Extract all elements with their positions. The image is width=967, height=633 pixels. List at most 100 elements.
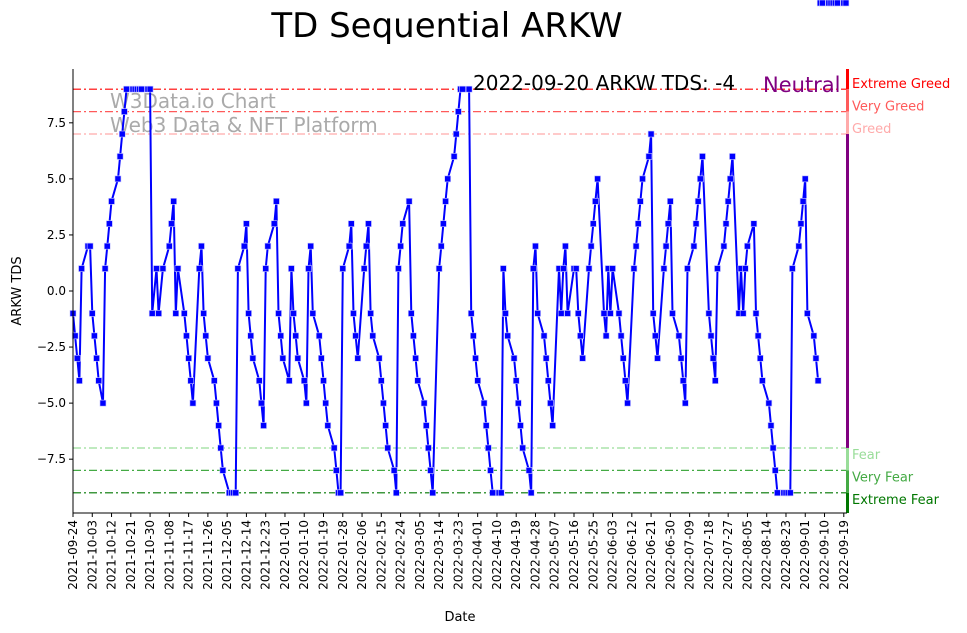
x-tick-label: 2022-06-21 xyxy=(644,520,658,590)
data-point xyxy=(234,265,242,272)
data-point xyxy=(245,310,252,317)
data-point xyxy=(255,377,263,384)
data-point xyxy=(215,422,222,429)
data-point xyxy=(393,489,400,497)
data-point xyxy=(600,310,608,317)
data-point xyxy=(617,332,625,340)
data-point xyxy=(609,265,616,272)
data-point xyxy=(73,354,81,362)
data-point xyxy=(474,377,481,384)
data-point xyxy=(95,377,102,384)
data-point xyxy=(380,399,387,407)
data-point xyxy=(118,130,126,138)
x-tick-label: 2021-12-05 xyxy=(220,520,234,590)
data-point xyxy=(547,399,554,407)
data-point xyxy=(363,242,370,250)
data-point xyxy=(437,242,445,250)
data-point xyxy=(519,444,526,452)
level-label-fear: Fear xyxy=(852,448,881,463)
data-point xyxy=(420,399,428,407)
data-point xyxy=(78,265,85,272)
x-tick-label: 2021-12-23 xyxy=(259,520,273,590)
data-point xyxy=(564,310,571,317)
x-tick-label: 2022-03-14 xyxy=(432,520,446,590)
x-tick-label: 2022-07-09 xyxy=(683,520,697,590)
y-tick-label: 7.5 xyxy=(47,116,66,130)
data-point xyxy=(517,422,524,429)
data-point xyxy=(333,467,340,474)
x-tick-label: 2022-03-05 xyxy=(413,520,427,590)
data-point xyxy=(789,265,796,272)
data-point xyxy=(619,354,627,362)
data-point xyxy=(196,265,203,272)
sentiment-bar-segment xyxy=(846,111,849,135)
data-point xyxy=(684,265,691,272)
data-point xyxy=(395,265,402,272)
sentiment-bar-segment xyxy=(846,470,849,493)
data-point xyxy=(247,332,255,340)
data-point xyxy=(189,399,197,407)
data-point xyxy=(645,153,653,160)
data-point xyxy=(675,332,683,340)
data-point xyxy=(322,399,329,407)
data-point xyxy=(76,377,83,384)
data-point xyxy=(204,354,212,362)
data-point xyxy=(155,310,162,317)
data-point xyxy=(669,310,676,317)
data-point xyxy=(405,198,413,205)
data-point xyxy=(213,399,220,407)
data-point xyxy=(660,265,668,272)
data-point xyxy=(345,242,353,250)
y-axis-label: ARKW TDS xyxy=(10,256,25,325)
series-group xyxy=(69,0,850,497)
x-tick-label: 2022-04-10 xyxy=(490,520,504,590)
data-point xyxy=(435,265,443,272)
level-label-extreme-fear: Extreme Fear xyxy=(852,493,940,508)
x-tick-label: 2022-05-16 xyxy=(567,520,581,590)
data-point xyxy=(530,265,537,272)
sentiment-bar-segment xyxy=(846,89,849,112)
sentiment-bar-segment xyxy=(846,69,849,90)
data-point xyxy=(121,108,128,115)
data-point xyxy=(602,332,610,340)
data-point xyxy=(632,242,640,250)
data-point xyxy=(515,399,522,407)
data-point xyxy=(211,377,218,384)
data-point xyxy=(339,265,347,272)
chart-title: TD Sequential ARKW xyxy=(270,6,622,46)
data-point xyxy=(774,489,781,497)
data-point xyxy=(592,198,599,205)
data-point xyxy=(123,85,130,93)
data-point xyxy=(88,310,96,317)
data-point xyxy=(106,220,113,228)
x-tick-label: 2022-01-28 xyxy=(336,520,350,590)
data-point xyxy=(724,198,732,205)
x-tick-label: 2021-10-21 xyxy=(124,520,138,590)
data-point xyxy=(412,354,419,362)
data-point xyxy=(367,310,374,317)
data-point xyxy=(472,354,479,362)
data-point xyxy=(375,354,383,362)
data-point xyxy=(444,175,451,183)
data-point xyxy=(804,310,811,317)
data-point xyxy=(579,354,586,362)
data-point xyxy=(260,422,267,429)
data-point xyxy=(649,310,657,317)
data-point xyxy=(694,198,702,205)
data-point xyxy=(574,310,582,317)
data-point xyxy=(320,377,327,384)
data-point xyxy=(729,153,736,160)
x-tick-label: 2022-05-07 xyxy=(548,520,562,590)
data-point xyxy=(707,332,715,340)
data-point xyxy=(489,489,496,497)
x-tick-label: 2022-04-28 xyxy=(528,520,542,590)
data-point xyxy=(534,310,541,317)
data-point xyxy=(99,399,107,407)
data-point xyxy=(369,332,377,340)
data-point xyxy=(273,198,280,205)
x-tick-label: 2022-02-06 xyxy=(355,520,369,590)
y-tick-label: −7.5 xyxy=(37,452,66,466)
data-point xyxy=(497,489,505,497)
data-point xyxy=(232,489,240,497)
level-lines xyxy=(73,88,847,494)
